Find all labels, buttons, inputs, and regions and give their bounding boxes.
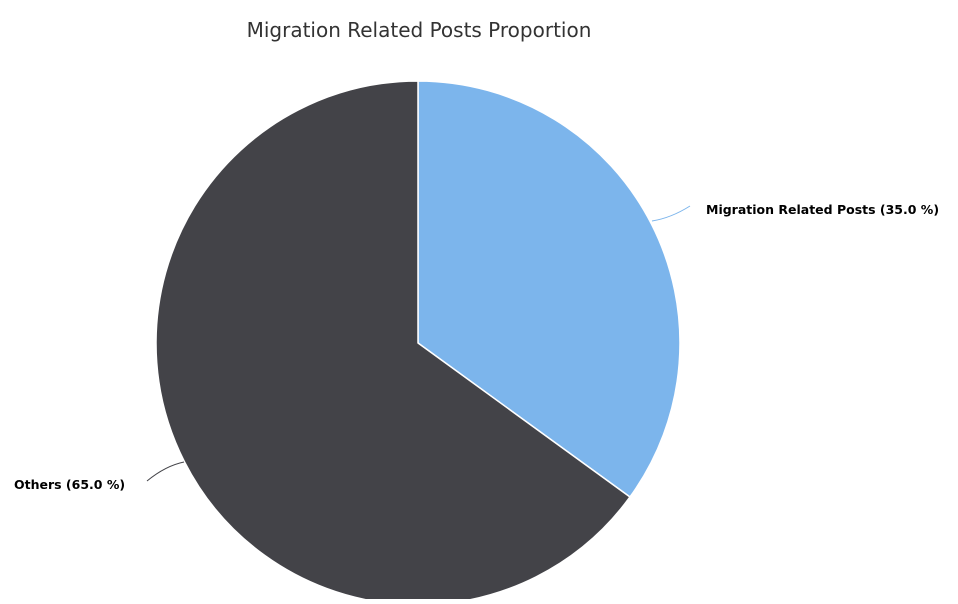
- pie-label-connector: [651, 205, 691, 222]
- pie-labels: Migration Related Posts (35.0 %) Others (…: [14, 202, 939, 492]
- chart-title: Migration Related Posts Proportion: [247, 18, 592, 42]
- pie-slice-others[interactable]: [155, 80, 631, 604]
- pie-slice-label: Migration Related Posts (35.0 %): [706, 202, 939, 217]
- pie-slice-label: Others (65.0 %): [14, 477, 125, 492]
- pie-slice-migration-related-posts[interactable]: [417, 80, 681, 498]
- pie-slices: [155, 80, 681, 604]
- pie-label-connector: [146, 461, 185, 482]
